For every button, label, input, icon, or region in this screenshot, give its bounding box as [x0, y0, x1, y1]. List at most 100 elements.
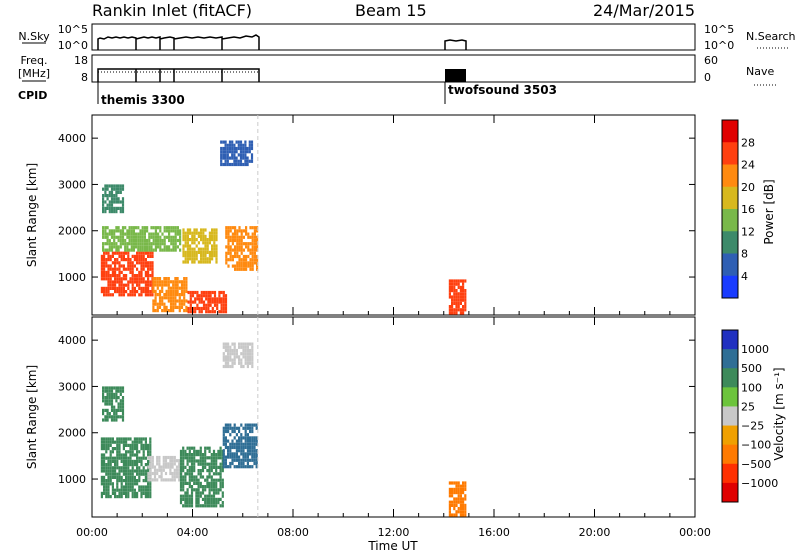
data-cell [118, 469, 121, 473]
data-cell [182, 250, 185, 254]
data-cell [120, 475, 123, 479]
data-cell [197, 250, 200, 254]
data-cell [215, 501, 218, 505]
data-cell [233, 358, 236, 362]
data-cell [136, 251, 139, 255]
data-cell [103, 286, 106, 290]
data-cell [195, 497, 198, 501]
data-cell [105, 472, 108, 476]
data-cell [136, 472, 139, 476]
data-cell [195, 257, 198, 261]
data-cell [225, 251, 228, 255]
data-cell [119, 210, 122, 214]
cpid-label: CPID [18, 89, 47, 102]
data-cell [183, 302, 186, 306]
data-cell [107, 466, 110, 470]
data-cell [248, 140, 251, 144]
data-cell [133, 495, 136, 499]
data-cell [121, 242, 125, 246]
colorbar-swatch [722, 275, 738, 299]
data-cell [125, 267, 128, 271]
data-cell [222, 355, 225, 359]
beam-label: Beam 15 [355, 1, 427, 20]
data-cell [111, 251, 114, 255]
data-cell [240, 261, 243, 265]
data-cell [182, 254, 185, 258]
data-cell [143, 232, 146, 236]
data-cell [457, 497, 460, 501]
data-cell [126, 248, 129, 252]
data-cell [150, 248, 153, 252]
data-cell [102, 197, 105, 201]
data-cell [107, 463, 110, 467]
data-cell [151, 251, 154, 255]
data-cell [193, 465, 196, 469]
data-cell [212, 453, 216, 457]
data-cell [235, 452, 238, 456]
data-cell [149, 455, 152, 460]
data-cell [138, 488, 141, 492]
data-cell [224, 426, 227, 430]
data-cell [186, 260, 189, 264]
colorbar-tick-label: −25 [741, 420, 764, 433]
data-cell [184, 491, 187, 495]
data-cell [193, 453, 196, 457]
data-cell [201, 497, 205, 501]
data-cell [118, 488, 121, 492]
data-cell [131, 440, 134, 444]
data-cell [127, 456, 130, 460]
data-cell [120, 270, 123, 274]
data-cell [125, 495, 128, 499]
data-cell [248, 159, 251, 163]
data-cell [147, 469, 150, 473]
data-cell [110, 408, 114, 412]
data-cell [135, 235, 138, 239]
data-cell [242, 345, 245, 349]
data-cell [102, 245, 105, 249]
data-cell [253, 251, 256, 255]
data-cell [228, 150, 232, 154]
data-cell [129, 459, 132, 463]
colorbar-tick-label: 100 [741, 381, 762, 394]
data-cell [191, 238, 194, 242]
data-cell [109, 450, 112, 454]
data-cell [222, 352, 225, 356]
data-cell [208, 250, 211, 254]
data-cell [183, 280, 186, 284]
data-cell [459, 301, 462, 305]
data-cell [124, 248, 127, 252]
data-cell [129, 482, 132, 486]
data-cell [212, 478, 216, 482]
data-cell [103, 270, 106, 274]
data-cell [161, 280, 164, 284]
data-cell [164, 465, 168, 469]
data-cell [105, 450, 108, 454]
data-cell [147, 447, 150, 451]
data-cell [116, 456, 119, 460]
data-cell [231, 461, 234, 466]
data-cell [111, 283, 114, 287]
data-cell [120, 254, 123, 258]
data-cell [251, 436, 254, 440]
data-cell [142, 466, 145, 470]
data-cell [106, 418, 109, 422]
data-cell [231, 364, 234, 369]
data-cell [125, 485, 128, 489]
data-cell [188, 494, 191, 498]
data-cell [242, 264, 245, 268]
data-cell [457, 494, 460, 498]
data-cell [251, 264, 254, 268]
data-cell [133, 290, 136, 294]
data-cell [212, 491, 216, 495]
data-cell [131, 264, 134, 268]
data-cell [234, 235, 237, 239]
data-cell [457, 491, 460, 495]
data-cell [107, 440, 110, 444]
power-cbar-label: Power [dB] [762, 179, 776, 244]
data-cell [172, 302, 175, 306]
data-cell [115, 245, 118, 249]
date-label: 24/Mar/2015 [593, 1, 695, 20]
data-cell [163, 293, 166, 297]
data-cell [122, 459, 125, 463]
data-cell [131, 277, 134, 281]
